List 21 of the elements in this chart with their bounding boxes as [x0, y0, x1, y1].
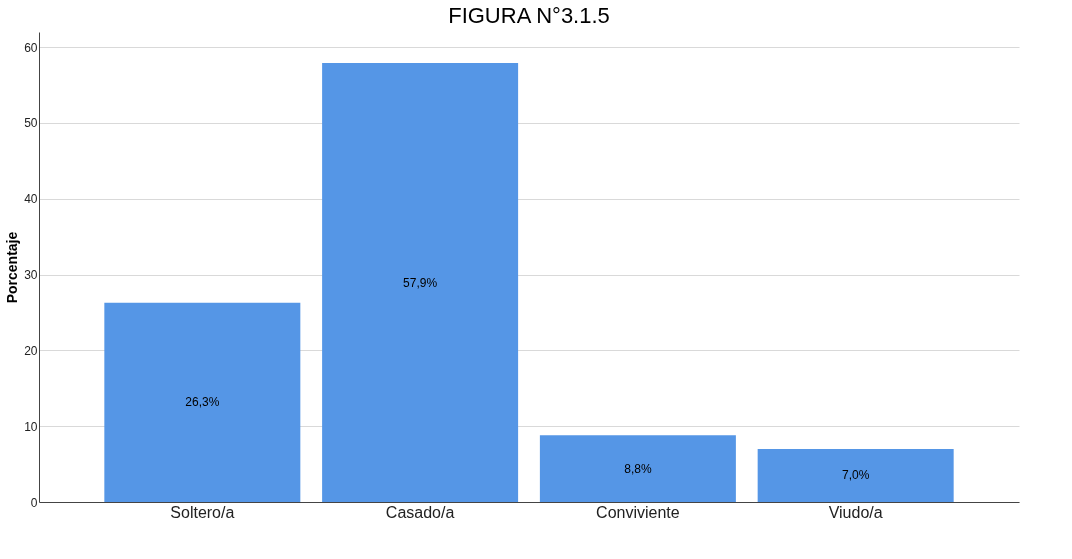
y-tick-label: 10 [24, 419, 38, 434]
y-tick-label: 20 [24, 343, 38, 358]
bar [539, 435, 736, 502]
data-label: 7,0% [841, 468, 870, 483]
bar [322, 63, 519, 502]
data-label: 8,8% [624, 461, 652, 476]
x-tick-label: Viudo/a [828, 503, 883, 521]
y-tick-label: 0 [30, 495, 38, 510]
bar [104, 302, 301, 502]
chart-title: FIGURA N°3.1.5 [448, 3, 610, 28]
x-tick-label: Conviviente [596, 503, 680, 521]
data-label: 57,9% [403, 275, 438, 290]
y-tick-label: 40 [24, 192, 38, 207]
data-label: 26,3% [185, 395, 220, 410]
y-axis-title: Porcentaje [4, 231, 21, 304]
y-tick-label: 50 [24, 116, 38, 131]
y-tick-label: 30 [24, 268, 38, 283]
bar [757, 448, 954, 502]
x-tick-label: Soltero/a [170, 503, 235, 521]
y-tick-label: 60 [24, 40, 38, 55]
x-tick-label: Casado/a [385, 503, 455, 521]
